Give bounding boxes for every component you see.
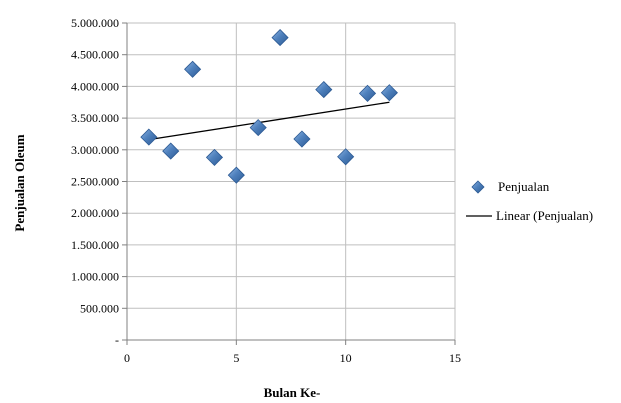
- data-point-diamond: [380, 84, 398, 102]
- data-point-diamond: [140, 128, 158, 146]
- legend: Penjualan Linear (Penjualan): [466, 179, 593, 223]
- legend-item-penjualan: Penjualan: [471, 179, 550, 194]
- x-tick-label: 5: [233, 351, 239, 365]
- y-tick-label: 1.000.000: [71, 270, 119, 284]
- axes: [122, 22, 456, 345]
- data-point-diamond: [358, 84, 377, 102]
- y-tick-label: 3.500.000: [71, 111, 119, 125]
- y-tick-label: 5.000.000: [71, 16, 119, 30]
- y-tick-label: 500.000: [80, 301, 119, 315]
- data-point-diamond: [315, 81, 333, 99]
- data-point-diamond: [337, 148, 355, 166]
- y-axis-title: Penjualan Oleum: [12, 134, 27, 231]
- y-tick-label: 4.000.000: [71, 79, 119, 93]
- x-axis-title: Bulan Ke-: [264, 385, 321, 400]
- data-point-diamond: [184, 60, 202, 78]
- data-point-diamond: [162, 142, 180, 160]
- legend-diamond-icon: [471, 180, 485, 194]
- data-point-diamond: [227, 166, 245, 184]
- y-tick-label: 4.500.000: [71, 48, 119, 62]
- y-tick-label: 2.000.000: [71, 206, 119, 220]
- trendline-layer: [148, 101, 390, 141]
- x-tick-label: 15: [449, 351, 461, 365]
- x-tick-label: 10: [340, 351, 352, 365]
- data-point-diamond: [249, 119, 267, 137]
- data-point-diamond: [293, 130, 311, 148]
- linear-trendline: [148, 101, 390, 141]
- data-points: [140, 29, 398, 184]
- data-point-diamond: [205, 148, 224, 166]
- y-tick-label: 2.500.000: [71, 175, 119, 189]
- y-tick-label: 3.000.000: [71, 143, 119, 157]
- legend-label-linear: Linear (Penjualan): [496, 208, 593, 223]
- grid-lines: [127, 22, 456, 340]
- y-tick-label: 1.500.000: [71, 238, 119, 252]
- y-tick-label: -: [115, 333, 119, 347]
- x-tick-label: 0: [124, 351, 130, 365]
- data-point-diamond: [271, 29, 289, 47]
- legend-label-penjualan: Penjualan: [498, 179, 550, 194]
- legend-item-linear: Linear (Penjualan): [466, 208, 593, 223]
- tick-labels: - 500.000 1.000.000 1.500.000 2.000.000 2.500…: [71, 16, 461, 365]
